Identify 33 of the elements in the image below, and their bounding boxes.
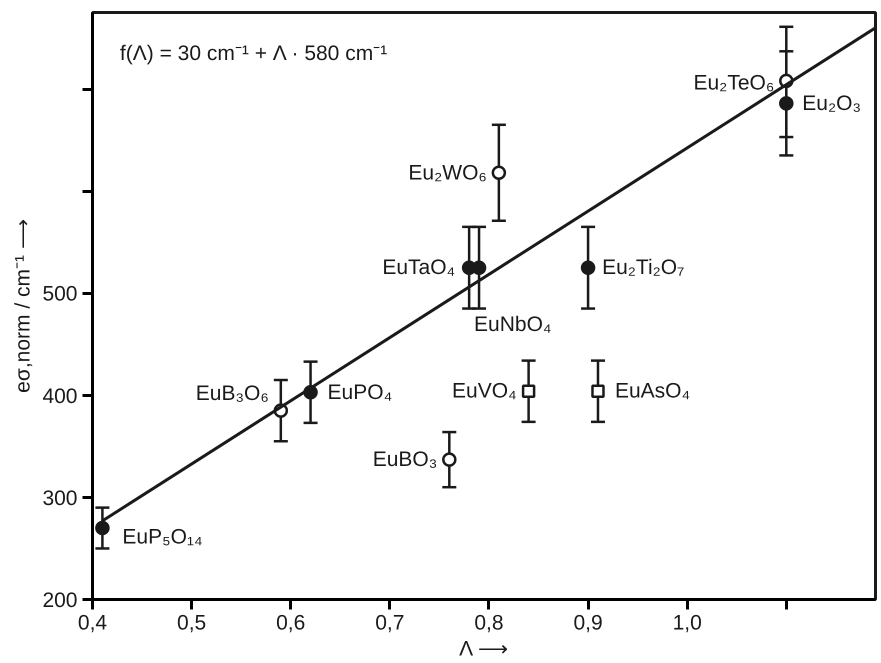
x-tick-label: 0,6 [276,612,306,634]
annotation: EuNbO₄ [474,313,552,336]
annotation: Eu₂TeO₆ [693,71,774,94]
annotation: EuBO₃ [372,448,438,472]
annotation: EuP₅O₁₄ [122,526,203,549]
x-tick-label: 0,4 [78,612,108,634]
point [779,96,794,111]
annotation: EuAsO₄ [614,380,690,403]
annotation: EuTaO₄ [382,256,456,280]
x-tick-label: 1,0 [672,612,702,634]
point [442,452,457,467]
annotation: Eu₂Ti₂O₇ [602,256,684,280]
y-tick-label: 200 [42,589,78,612]
point [522,384,536,398]
y-axis-title: eσ,norm / cm⁻¹ ⟶ [11,219,34,393]
point [492,166,506,180]
y-tick-label: 300 [42,486,78,510]
x-tick-label: 0,9 [573,612,603,634]
annotation: f(Λ) = 30 cm⁻¹ + Λ · 580 cm⁻¹ [120,42,388,66]
annotation: EuPO₄ [328,380,392,404]
annotation: Eu₂O₃ [802,92,862,115]
x-axis-title: Λ ⟶ [459,638,508,660]
y-tick-label: 400 [42,384,78,408]
x-tick-label: 0,5 [177,612,206,634]
point [580,260,596,275]
point [591,384,605,398]
y-tick-label: 500 [42,282,78,306]
x-tick-label: 0,8 [474,612,504,634]
point [95,520,110,536]
annotation: Eu₂WO₆ [408,161,487,184]
annotation: EuVO₄ [452,380,517,403]
x-tick-label: 0,7 [375,612,404,634]
annotation: EuB₃O₆ [196,382,269,406]
